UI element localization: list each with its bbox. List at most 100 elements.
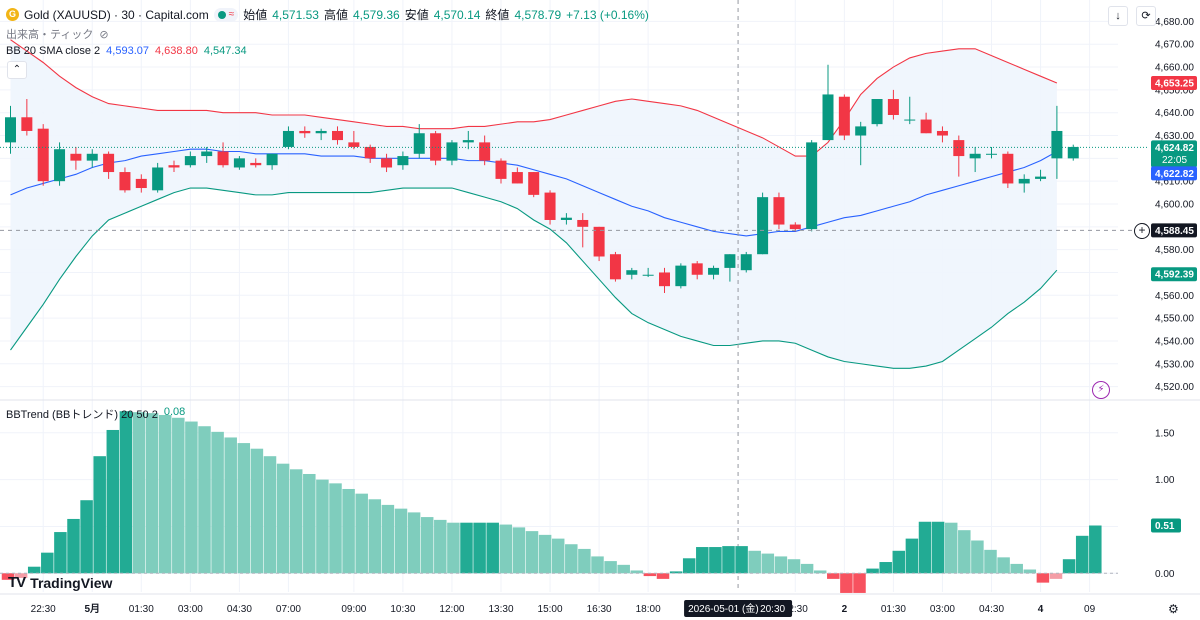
market-status-pill[interactable]: ≈ bbox=[213, 7, 239, 22]
bbtrend-bar bbox=[984, 549, 997, 574]
bbtrend-bar bbox=[578, 548, 591, 574]
crosshair-price-tag: 4,588.45 bbox=[1155, 226, 1194, 237]
add-alert-button[interactable]: + bbox=[1134, 223, 1150, 239]
candle-body bbox=[642, 274, 654, 276]
open-label: 始値 bbox=[243, 8, 268, 22]
bb-basis-price-tag: 4,622.82 bbox=[1155, 169, 1194, 180]
eye-hidden-icon[interactable]: ⊘ bbox=[99, 28, 109, 41]
refresh-icon[interactable]: ⟳ bbox=[1136, 6, 1156, 26]
bbtrend-bar bbox=[54, 532, 67, 574]
flash-icon[interactable]: ⚡ bbox=[1092, 381, 1110, 399]
candle-body bbox=[70, 153, 82, 161]
bbtrend-bar bbox=[41, 552, 54, 574]
candle-body bbox=[152, 167, 164, 191]
bbtrend-value: 0.08 bbox=[163, 406, 186, 418]
tradingview-logo[interactable]: TV TradingView bbox=[8, 574, 112, 591]
bbtrend-bar bbox=[1049, 573, 1063, 579]
bbtrend-bar bbox=[355, 493, 368, 574]
bbtrend-bar bbox=[696, 547, 709, 574]
bbtrend-bar bbox=[656, 573, 670, 579]
candle-body bbox=[233, 158, 245, 168]
candle-body bbox=[577, 219, 589, 227]
candle-body bbox=[266, 153, 278, 166]
symbol-header: G Gold (XAUUSD) · 30 · Capital.com ≈ 始値 4… bbox=[6, 6, 649, 23]
symbol-title[interactable]: Gold (XAUUSD) · 30 · Capital.com bbox=[24, 7, 209, 22]
candle-body bbox=[986, 153, 997, 155]
bbtrend-bar bbox=[172, 417, 185, 574]
time-tick-label: 12:00 bbox=[439, 604, 464, 615]
price-tick-label: 4,580.00 bbox=[1155, 245, 1194, 256]
bbtrend-bar bbox=[106, 429, 120, 574]
high-label: 高値 bbox=[323, 8, 348, 22]
arrow-down-icon[interactable]: ↓ bbox=[1108, 6, 1128, 26]
candle-body bbox=[838, 96, 850, 136]
bbtrend-bar bbox=[329, 483, 342, 574]
time-tick-label: 01:30 bbox=[881, 604, 906, 615]
bbtrend-bar bbox=[892, 550, 906, 574]
bbtrend-bar bbox=[525, 531, 539, 574]
bbtrend-bar bbox=[224, 437, 237, 574]
candle-body bbox=[21, 117, 33, 131]
crosshair-price-tag-bg bbox=[1151, 223, 1197, 238]
settings-gear-icon[interactable]: ⚙ bbox=[1168, 602, 1179, 616]
bbtrend-last-tag: 0.51 bbox=[1155, 521, 1175, 532]
price-tick-label: 4,560.00 bbox=[1155, 291, 1194, 302]
candle-body bbox=[806, 142, 818, 230]
candle-body bbox=[887, 99, 899, 115]
brand-name: TradingView bbox=[30, 574, 113, 591]
bbtrend-tick-label: 0.00 bbox=[1155, 569, 1175, 580]
candle-body bbox=[381, 158, 393, 168]
candle-body bbox=[659, 272, 670, 287]
candle-body bbox=[560, 217, 572, 220]
time-tick-label: 16:30 bbox=[587, 604, 612, 615]
candle-body bbox=[1002, 153, 1014, 184]
candle-body bbox=[201, 151, 213, 157]
bbtrend-legend[interactable]: BBTrend (BBトレンド) 20 50 2 0.08 bbox=[6, 406, 185, 422]
price-tick-label: 4,520.00 bbox=[1155, 382, 1194, 393]
bbtrend-bar bbox=[905, 538, 919, 574]
bbtrend-bar bbox=[1075, 535, 1089, 574]
candle-body bbox=[299, 130, 311, 134]
candle-body bbox=[282, 130, 294, 147]
candle-body bbox=[1018, 178, 1030, 184]
volume-legend[interactable]: 出来高・ティック ⊘ bbox=[6, 26, 109, 42]
bbtrend-bar bbox=[447, 522, 460, 574]
bbtrend-bar bbox=[263, 456, 277, 574]
price-tick-label: 4,540.00 bbox=[1155, 336, 1194, 347]
bbtrend-bar bbox=[735, 546, 748, 574]
bb-upper-price-tag: 4,653.25 bbox=[1155, 79, 1194, 90]
bbtrend-bar bbox=[145, 413, 159, 574]
price-tick-label: 4,550.00 bbox=[1155, 314, 1194, 325]
bbtrend-bar bbox=[132, 412, 146, 574]
bb-legend[interactable]: BB 20 SMA close 2 4,593.07 4,638.80 4,54… bbox=[6, 45, 247, 57]
bbtrend-bar bbox=[80, 500, 93, 574]
top-right-controls: ↓ ⟳ bbox=[1108, 6, 1156, 26]
open-value: 4,571.53 bbox=[272, 7, 319, 22]
bbtrend-bar bbox=[853, 573, 866, 593]
candle-body bbox=[168, 165, 180, 168]
bbtrend-bar bbox=[486, 522, 499, 574]
bb-basis-line bbox=[10, 148, 1058, 237]
bbtrend-name: BBTrend (BBトレンド) 20 50 2 bbox=[6, 409, 158, 421]
time-tick-label: 09:00 bbox=[341, 604, 366, 615]
market-open-dot-icon bbox=[217, 10, 226, 19]
bb-upper-line bbox=[10, 39, 1058, 157]
bbtrend-bar bbox=[643, 573, 657, 577]
low-label: 安値 bbox=[404, 8, 429, 22]
bbtrend-bar bbox=[119, 411, 133, 574]
bbtrend-bar bbox=[512, 527, 526, 574]
bbtrend-bar bbox=[827, 573, 840, 579]
collapse-legend-button[interactable]: ⌃ bbox=[7, 61, 27, 79]
bbtrend-bar bbox=[394, 508, 408, 574]
time-tick-label: 15:00 bbox=[538, 604, 563, 615]
time-tick-label: 18:00 bbox=[636, 604, 661, 615]
bbtrend-bar bbox=[1023, 569, 1037, 574]
price-tick-label: 4,660.00 bbox=[1155, 63, 1194, 74]
price-tick-label: 4,530.00 bbox=[1155, 359, 1194, 370]
candle-body bbox=[250, 162, 262, 166]
bbtrend-tick-label: 1.00 bbox=[1155, 475, 1175, 486]
candle-body bbox=[37, 128, 49, 182]
bbtrend-bar bbox=[630, 570, 644, 574]
